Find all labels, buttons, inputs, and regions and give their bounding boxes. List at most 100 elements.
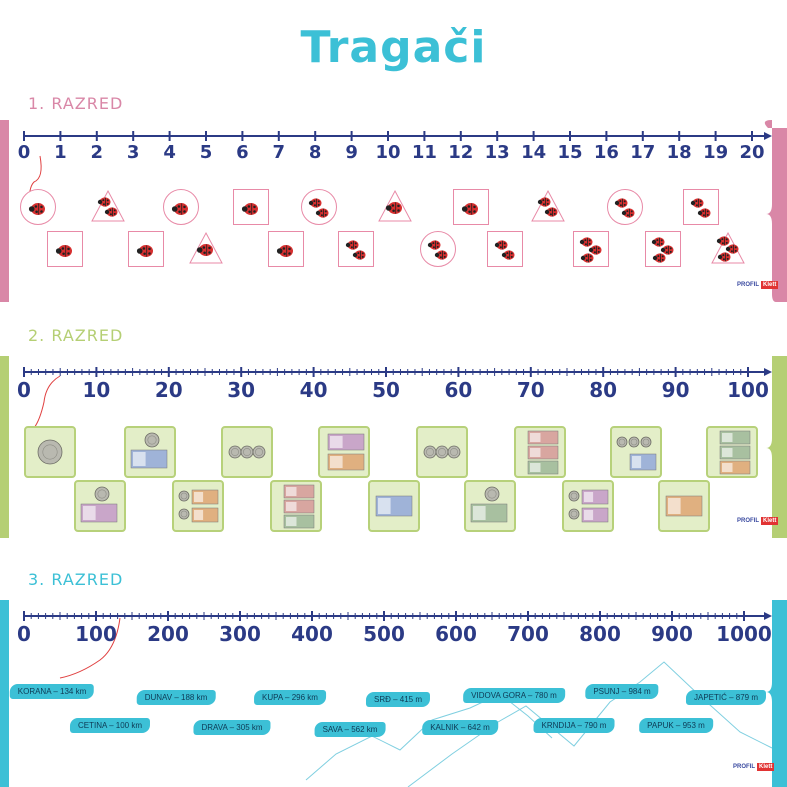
banknote-icon	[665, 495, 703, 517]
tick-label: 18	[666, 142, 692, 163]
coin-icon	[447, 445, 461, 459]
ladybug-card	[607, 189, 643, 225]
money-card	[464, 480, 516, 532]
tick-label: 0	[17, 142, 31, 163]
coin-icon	[484, 486, 500, 502]
banknote-icon	[527, 460, 559, 475]
tick-label: 1	[54, 142, 67, 163]
mountain-river-label: SRĐ – 415 m	[365, 692, 431, 707]
ladybug-icon	[621, 208, 635, 218]
money-card	[610, 426, 662, 478]
tick-label: 100	[75, 622, 117, 646]
ladybug-icon	[614, 198, 628, 208]
mountain-river-label: KUPA – 296 km	[254, 690, 326, 705]
banknote-icon	[130, 449, 168, 469]
ladybug-card	[268, 231, 304, 267]
tick-label: 20	[739, 142, 765, 163]
ladybug-icon	[171, 203, 188, 215]
banknote-icon	[629, 453, 657, 471]
banknote-icon	[327, 453, 365, 471]
banknote-icon	[470, 503, 508, 523]
money-card	[416, 426, 468, 478]
ladybug-card	[233, 189, 269, 225]
tick-label: 5	[199, 142, 213, 163]
coin-icon	[94, 486, 110, 502]
money-card	[24, 426, 76, 478]
coin-icon	[435, 445, 449, 459]
mountain-river-label: KRNDIJA – 790 m	[533, 718, 615, 733]
tick-label: 15	[557, 142, 583, 163]
coin-icon	[616, 436, 628, 448]
tick-label: 7	[272, 142, 286, 163]
tick-label: 800	[579, 622, 621, 646]
coin-icon	[178, 508, 190, 520]
ladybug-icon	[580, 253, 594, 263]
tick-label: 100	[727, 378, 769, 402]
ladybug-icon	[385, 202, 402, 214]
ladybug-icon	[501, 250, 515, 260]
coin-icon	[240, 445, 254, 459]
logo-klett: Klett	[757, 763, 775, 771]
ladybug-card	[338, 231, 374, 267]
tick-label: 0	[17, 622, 31, 646]
page-title: Tragači	[300, 22, 487, 73]
money-card	[706, 426, 758, 478]
ladybug-icon	[716, 236, 730, 246]
coin-icon	[178, 490, 190, 502]
tick-label: 300	[219, 622, 261, 646]
ladybug-card	[91, 189, 125, 223]
logo-profil: PROFIL	[737, 518, 759, 524]
banknote-icon	[375, 495, 413, 517]
ladybug-card	[573, 231, 609, 267]
ladybug-card	[189, 231, 223, 265]
coin-icon	[628, 436, 640, 448]
ladybug-card	[420, 231, 456, 267]
ladybug-icon	[136, 245, 153, 257]
coin-icon	[568, 508, 580, 520]
tick-label: 12	[448, 142, 474, 163]
banknote-icon	[719, 445, 751, 460]
ladybug-icon	[461, 203, 478, 215]
coin-icon	[640, 436, 652, 448]
tick-label: 700	[507, 622, 549, 646]
grade-3-label: 3. RAZRED	[28, 570, 124, 589]
ladybug-card	[378, 189, 412, 223]
ladybug-icon	[717, 252, 731, 262]
money-card	[270, 480, 322, 532]
ladybug-icon	[651, 237, 665, 247]
tick-label: 2	[90, 142, 104, 163]
tick-label: 90	[661, 378, 690, 402]
tick-label: 20	[154, 378, 183, 402]
tick-label: 8	[308, 142, 322, 163]
money-card	[658, 480, 710, 532]
mountain-river-label: DRAVA – 305 km	[193, 720, 271, 735]
tick-label: 0	[17, 378, 31, 402]
banknote-icon	[283, 514, 315, 529]
money-card	[221, 426, 273, 478]
money-card	[172, 480, 224, 532]
tick-label: 6	[236, 142, 249, 163]
tick-label: 11	[411, 142, 437, 163]
publisher-logo: PROFIL Klett	[737, 517, 779, 525]
ladybug-icon	[28, 203, 45, 215]
ladybug-icon	[427, 240, 441, 250]
banknote-icon	[283, 499, 315, 514]
ladybug-card	[487, 231, 523, 267]
tick-label: 70	[516, 378, 545, 402]
money-card	[124, 426, 176, 478]
banknote-icon	[327, 433, 365, 451]
mountain-river-label: KORANA – 134 km	[9, 684, 95, 699]
tick-label: 1000	[716, 622, 772, 646]
grade-3-frame	[0, 600, 787, 787]
coin-icon	[144, 432, 160, 448]
ladybug-icon	[241, 203, 258, 215]
tick-label: 10	[375, 142, 401, 163]
mountain-river-label: JAPETIĆ – 879 m	[685, 690, 767, 705]
logo-klett: Klett	[761, 281, 779, 289]
coin-icon	[37, 439, 63, 465]
ladybug-icon	[652, 253, 666, 263]
mountain-river-label: PSUNJ – 984 m	[585, 684, 659, 699]
mountain-river-label: KALNIK – 642 m	[422, 720, 498, 735]
ladybug-icon	[690, 198, 704, 208]
tick-label: 17	[630, 142, 656, 163]
